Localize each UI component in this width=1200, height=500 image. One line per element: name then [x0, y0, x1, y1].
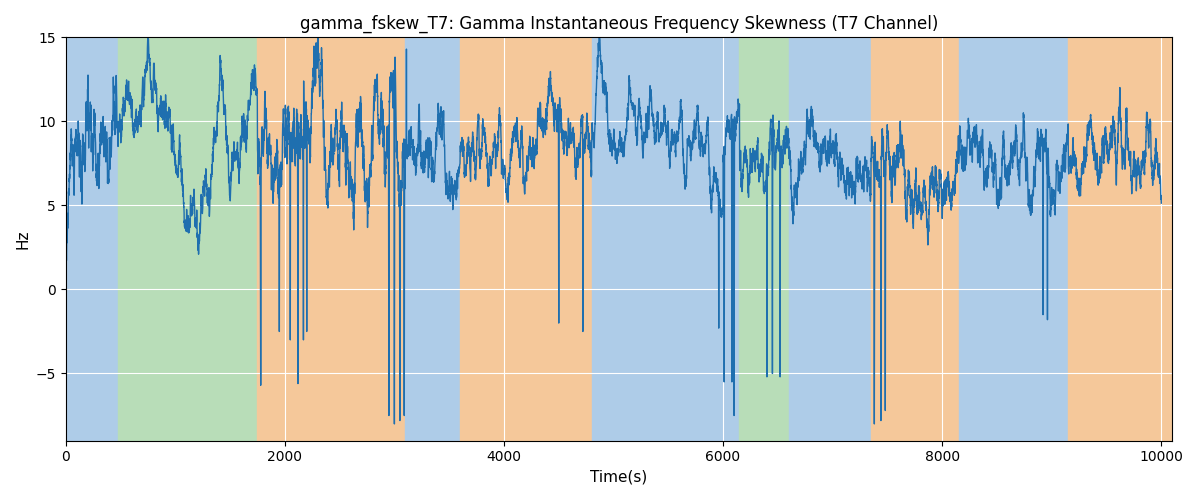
Bar: [119, 38, 257, 440]
Title: gamma_fskew_T7: Gamma Instantaneous Frequency Skewness (T7 Channel): gamma_fskew_T7: Gamma Instantaneous Freq…: [300, 15, 938, 34]
Bar: [724, 38, 739, 440]
Bar: [406, 38, 460, 440]
Bar: [871, 38, 959, 440]
Bar: [739, 38, 788, 440]
Bar: [257, 38, 406, 440]
Bar: [1068, 38, 1183, 440]
Bar: [460, 38, 592, 440]
Bar: [592, 38, 724, 440]
Y-axis label: Hz: Hz: [16, 230, 30, 249]
Bar: [788, 38, 871, 440]
Bar: [959, 38, 1068, 440]
X-axis label: Time(s): Time(s): [590, 470, 648, 485]
Bar: [66, 38, 119, 440]
